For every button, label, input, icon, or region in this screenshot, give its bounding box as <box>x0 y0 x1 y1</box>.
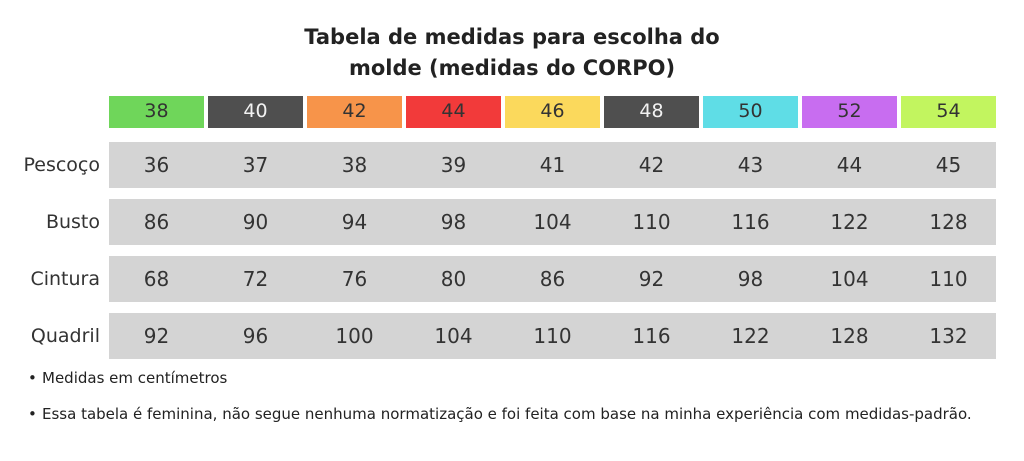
table-cell: 104 <box>434 324 473 348</box>
table-cell: 132 <box>929 324 968 348</box>
table-cell: 38 <box>341 153 368 177</box>
size-header-6: 50 <box>703 96 798 128</box>
size-header-7: 52 <box>802 96 897 128</box>
table-cell: 128 <box>830 324 869 348</box>
table-row: 86 90 94 98 104 110 116 122 128 <box>109 199 996 245</box>
table-cell: 110 <box>632 210 671 234</box>
table-cell: 80 <box>440 267 467 291</box>
table-cell: 98 <box>440 210 467 234</box>
table-cell: 90 <box>242 210 269 234</box>
note-disclaimer-text: Essa tabela é feminina, não segue nenhum… <box>42 405 972 423</box>
size-header-5: 48 <box>604 96 699 128</box>
table-cell: 122 <box>830 210 869 234</box>
table-cell: 100 <box>335 324 374 348</box>
table-cell: 110 <box>533 324 572 348</box>
table-cell: 92 <box>638 267 665 291</box>
page-title: Tabela de medidas para escolha do molde … <box>0 22 1024 84</box>
size-header-4: 46 <box>505 96 600 128</box>
title-line-2: molde (medidas do CORPO) <box>348 56 676 80</box>
table-cell: 128 <box>929 210 968 234</box>
table-cell: 92 <box>143 324 170 348</box>
table-cell: 122 <box>731 324 770 348</box>
table-cell: 96 <box>242 324 269 348</box>
row-label: Pescoço <box>23 154 100 176</box>
note-disclaimer: • Essa tabela é feminina, não segue nenh… <box>28 403 988 425</box>
size-header-1: 40 <box>208 96 303 128</box>
note-units-text: Medidas em centímetros <box>42 369 228 387</box>
table-cell: 86 <box>539 267 566 291</box>
table-row: 92 96 100 104 110 116 122 128 132 <box>109 313 996 359</box>
table-row: 68 72 76 80 86 92 98 104 110 <box>109 256 996 302</box>
bullet: • <box>28 405 37 423</box>
size-header-0: 38 <box>109 96 204 128</box>
size-header-8: 54 <box>901 96 996 128</box>
table-cell: 68 <box>143 267 170 291</box>
row-label: Busto <box>45 211 100 233</box>
table-cell: 44 <box>836 153 863 177</box>
title-line-1: Tabela de medidas para escolha do <box>304 25 720 49</box>
table-cell: 104 <box>830 267 869 291</box>
table-cell: 41 <box>539 153 566 177</box>
table-cell: 43 <box>737 153 764 177</box>
table-cell: 116 <box>632 324 671 348</box>
size-header-3: 44 <box>406 96 501 128</box>
table-cell: 45 <box>935 153 962 177</box>
bullet: • <box>28 369 37 387</box>
table-cell: 39 <box>440 153 467 177</box>
size-header-2: 42 <box>307 96 402 128</box>
notes: • Medidas em centímetros • Essa tabela é… <box>28 367 988 425</box>
table-cell: 76 <box>341 267 368 291</box>
row-label: Cintura <box>30 268 100 290</box>
table-cell: 116 <box>731 210 770 234</box>
table-cell: 72 <box>242 267 269 291</box>
table-cell: 86 <box>143 210 170 234</box>
table-cell: 36 <box>143 153 170 177</box>
table-cell: 98 <box>737 267 764 291</box>
row-label: Quadril <box>30 325 100 347</box>
table-row: 36 37 38 39 41 42 43 44 45 <box>109 142 996 188</box>
table-cell: 110 <box>929 267 968 291</box>
table-cell: 42 <box>638 153 665 177</box>
table-cell: 104 <box>533 210 572 234</box>
note-units: • Medidas em centímetros <box>28 367 988 389</box>
table-cell: 94 <box>341 210 368 234</box>
table-cell: 37 <box>242 153 269 177</box>
